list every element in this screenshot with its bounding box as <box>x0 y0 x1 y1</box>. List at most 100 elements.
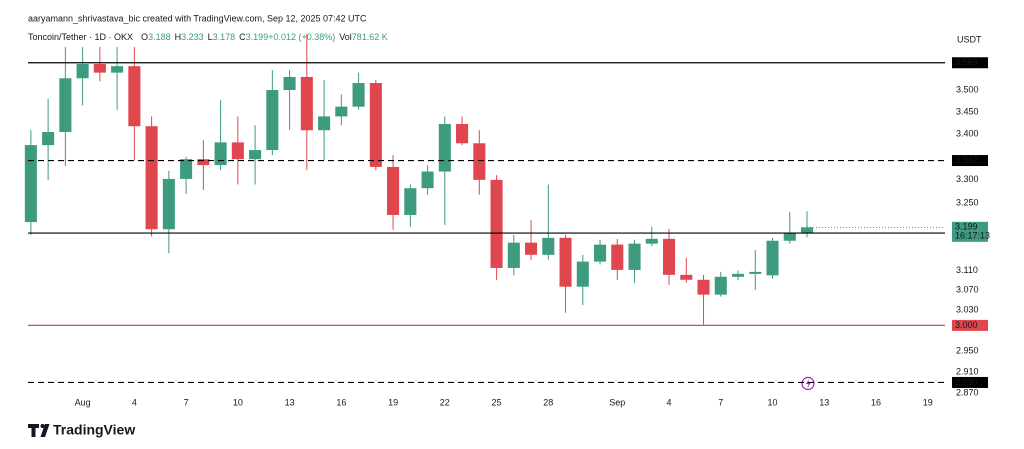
attribution: aaryamann_shrivastava_bic created with T… <box>28 13 367 23</box>
candle-body <box>145 126 158 230</box>
x-tick-label: 28 <box>543 397 553 407</box>
legend-value: 3.178 <box>213 32 236 42</box>
price-tag <box>952 221 988 242</box>
candle-body <box>731 273 745 277</box>
currency: USDT <box>957 34 982 44</box>
x-tick-label: 7 <box>718 397 723 407</box>
x-tick-label: 16 <box>336 397 346 407</box>
candle-body <box>369 83 382 167</box>
candle-body <box>318 116 331 131</box>
x-tick-label: 22 <box>440 397 450 407</box>
candle-body <box>162 178 175 230</box>
legend-value: 3.188 <box>148 32 171 42</box>
candle-body <box>59 78 72 133</box>
legend-key: O <box>141 32 148 42</box>
candle-body <box>283 76 296 90</box>
candle-body <box>559 237 572 287</box>
candle-body <box>128 66 141 127</box>
candle-body <box>197 159 210 166</box>
candle-body <box>24 145 37 223</box>
candle-body <box>576 261 589 287</box>
legend-key: H <box>175 32 182 42</box>
price-tag <box>952 155 988 167</box>
candle-body <box>645 238 658 244</box>
x-tick-label: 10 <box>768 397 778 407</box>
candle-body <box>800 227 814 233</box>
x-tick-label: Sep <box>609 397 625 407</box>
price-countdown: 16:17:13 <box>955 231 990 241</box>
candle-body <box>335 106 348 117</box>
y-tick-label: 2.870 <box>956 387 979 397</box>
candle-body <box>507 242 520 268</box>
candle-body <box>352 83 365 107</box>
candle-body <box>421 171 434 189</box>
price-tag-label: 3.000 <box>955 320 978 330</box>
legend-value: 781.62 K <box>352 32 388 42</box>
price-tag-label: 3.342 <box>955 155 978 165</box>
candle-body <box>594 244 607 262</box>
y-tick-label: 3.030 <box>956 305 979 315</box>
candle-body <box>111 66 124 73</box>
y-tick-label: 3.250 <box>956 198 979 208</box>
candle-body <box>456 123 469 144</box>
price-tag-label: 2.890 <box>955 377 978 387</box>
x-tick-label: Aug <box>75 397 91 407</box>
x-tick-label: 4 <box>132 397 137 407</box>
candle-body <box>93 64 106 73</box>
x-tick-label: 19 <box>388 397 398 407</box>
candle-body <box>783 232 796 241</box>
y-tick-label: 3.450 <box>956 106 979 116</box>
x-tick-label: 13 <box>819 397 829 407</box>
candle-body <box>438 123 451 172</box>
legend-value: 3.233 <box>181 32 204 42</box>
candle-body <box>663 238 676 275</box>
candle-body <box>266 89 279 151</box>
candle-body <box>628 243 641 270</box>
legend-symbol: Toncoin/Tether · 1D · OKX <box>28 32 133 42</box>
candle-body <box>542 237 555 255</box>
candle-body <box>231 142 244 160</box>
legend-value: +0.012 (+0.38%) <box>268 32 335 42</box>
x-tick-label: 10 <box>233 397 243 407</box>
candle-body <box>697 279 710 295</box>
candle-body <box>525 242 538 255</box>
brand: TradingView <box>53 422 135 438</box>
logo-dot <box>40 424 45 428</box>
legend-key: C <box>239 32 246 42</box>
x-tick-label: 13 <box>285 397 295 407</box>
legend-value: 3.199 <box>246 32 269 42</box>
x-tick-label: 19 <box>923 397 933 407</box>
y-tick-label: 3.400 <box>956 129 979 139</box>
legend: Toncoin/Tether · 1D · OKX O3.188 H3.233 L3.… <box>28 32 388 42</box>
brand-logo <box>28 424 50 437</box>
x-tick-label: 7 <box>184 397 189 407</box>
logo-t <box>28 424 39 437</box>
price-tag-label: 3.199 <box>955 222 978 232</box>
y-tick-label: 3.500 <box>956 84 979 94</box>
candle-body <box>473 143 486 180</box>
legend-key: L <box>208 32 213 42</box>
candle-body <box>749 271 762 274</box>
price-tag <box>952 57 988 69</box>
y-tick-label: 3.300 <box>956 174 979 184</box>
event-bolt <box>806 379 811 388</box>
candle-body <box>76 64 89 79</box>
candle-body <box>214 142 227 166</box>
y-tick-label: 3.110 <box>956 265 978 275</box>
candle-body <box>490 179 503 268</box>
price-tag <box>952 376 988 388</box>
logo-v <box>40 424 50 437</box>
candle-body <box>404 188 417 215</box>
x-tick-label: 4 <box>667 397 672 407</box>
candle-body <box>300 76 313 131</box>
candle-body <box>714 276 727 295</box>
y-tick-label: 2.910 <box>956 366 979 376</box>
candle-body <box>611 244 624 270</box>
candle-body <box>766 240 779 276</box>
y-tick-label: 3.070 <box>956 285 979 295</box>
candle-body <box>680 274 693 280</box>
x-tick-label: 16 <box>871 397 881 407</box>
legend-key: Vol <box>339 32 352 42</box>
